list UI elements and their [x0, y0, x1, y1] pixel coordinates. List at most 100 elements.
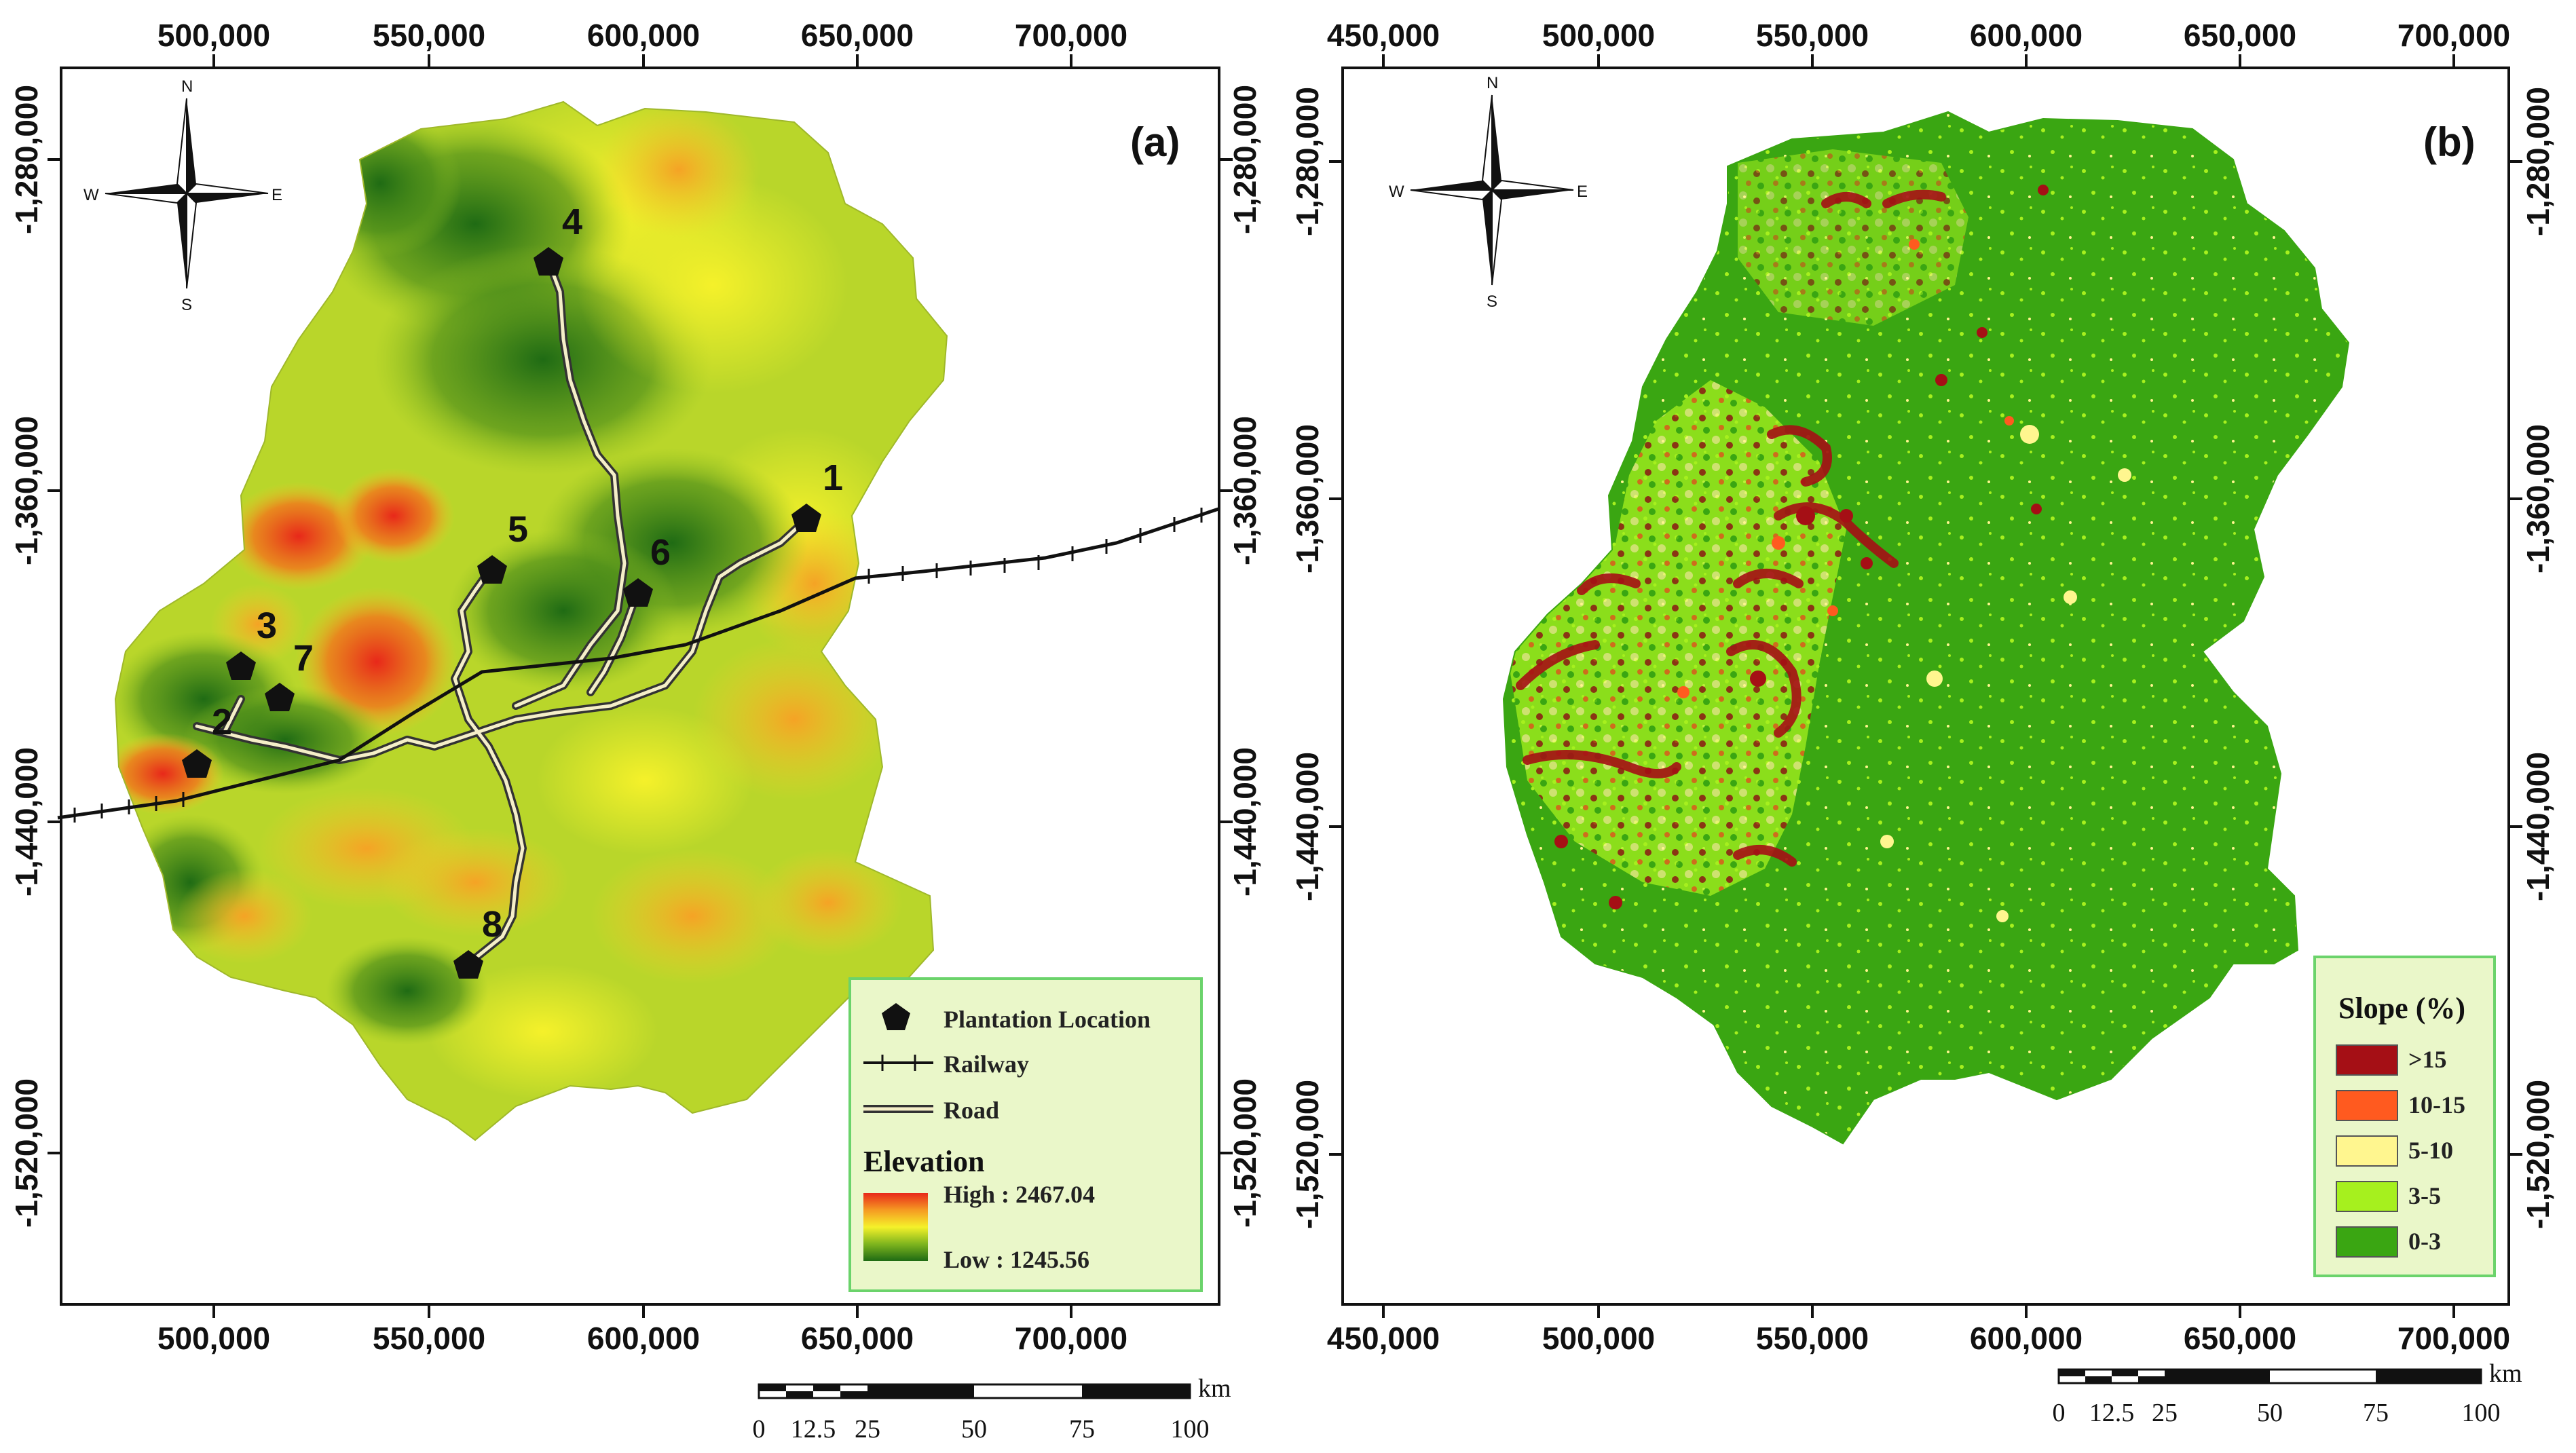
slope-class-label: 3-5	[2408, 1182, 2441, 1209]
scale-label: 75	[2363, 1399, 2389, 1427]
y-ticks-right-a: -1,280,000 -1,360,000 -1,440,000 -1,520,…	[1227, 85, 1263, 1228]
x-tick: 500,000	[157, 18, 270, 53]
compass-e: E	[272, 186, 282, 204]
x-tick: 550,000	[373, 1321, 485, 1356]
x-tick: 500,000	[1542, 1321, 1655, 1356]
compass-s: S	[1487, 293, 1497, 311]
scale-label: 25	[855, 1415, 880, 1443]
y-tick: -1,280,000	[9, 85, 44, 234]
slope-class-label: 0-3	[2408, 1228, 2441, 1255]
north-arrow-icon: N S E W	[1389, 74, 1588, 311]
scale-bar-a: km 0 12.5 25 50 75 100	[753, 1374, 1231, 1443]
legend-b: Slope (%) >15 10-15 5-10 3-5 0-3	[2313, 956, 2496, 1277]
legend-railway: Railway	[944, 1051, 1029, 1078]
y-tick: -1,440,000	[1227, 747, 1263, 897]
y-tick: -1,280,000	[1227, 85, 1263, 234]
plantation-location-icon	[882, 1003, 910, 1030]
y-tick: -1,520,000	[1290, 1080, 1325, 1229]
scale-label: 50	[2257, 1399, 2283, 1427]
x-tick: 550,000	[1756, 1321, 1869, 1356]
y-tick: -1,440,000	[1290, 752, 1325, 901]
y-ticks-left-b: -1,280,000 -1,360,000 -1,440,000 -1,520,…	[1290, 87, 1325, 1229]
x-tick: 500,000	[1542, 18, 1655, 53]
panel-b: 450,000 500,000 550,000 600,000 650,000 …	[1290, 18, 2556, 1427]
y-tick: -1,520,000	[9, 1078, 44, 1228]
x-tick: 500,000	[157, 1321, 270, 1356]
x-tick: 600,000	[1970, 18, 2083, 53]
road-network	[193, 257, 810, 968]
slope-class-swatch	[2336, 1090, 2398, 1121]
x-ticks-top-a: 500,000 550,000 600,000 650,000 700,000	[157, 18, 1127, 53]
y-tick: -1,360,000	[1290, 424, 1325, 573]
scale-label: 12.5	[2089, 1399, 2135, 1427]
y-tick: -1,520,000	[2520, 1080, 2556, 1229]
compass-e: E	[1577, 183, 1588, 201]
x-ticks-top-b: 450,000 500,000 550,000 600,000 650,000 …	[1327, 18, 2510, 53]
x-tick: 700,000	[1015, 18, 1127, 53]
slope-class-swatch	[2336, 1181, 2398, 1212]
compass-s: S	[181, 296, 192, 314]
slope-class-label: 5-10	[2408, 1137, 2453, 1164]
railway-symbol-icon	[863, 1055, 933, 1071]
y-tick: -1,360,000	[9, 416, 44, 565]
map-frame-b	[1341, 67, 2510, 1306]
plantation-marker	[534, 247, 563, 276]
x-tick: 450,000	[1327, 1321, 1440, 1356]
x-tick: 700,000	[1015, 1321, 1127, 1356]
x-tick: 600,000	[587, 1321, 700, 1356]
point-label-2: 2	[212, 702, 232, 742]
slope-class-swatch	[2336, 1044, 2398, 1076]
scale-label: 12.5	[791, 1415, 836, 1443]
scale-label: 75	[1069, 1415, 1095, 1443]
elevation-color-ramp	[863, 1193, 928, 1261]
x-tick: 550,000	[1756, 18, 1869, 53]
compass-w: W	[83, 186, 99, 204]
railway-line	[57, 507, 1219, 823]
legend-slope-title: Slope (%)	[2338, 992, 2465, 1025]
y-ticks-left-a: -1,280,000 -1,360,000 -1,440,000 -1,520,…	[9, 85, 44, 1228]
x-tick: 700,000	[2397, 18, 2510, 53]
y-tick: -1,440,000	[9, 747, 44, 897]
scale-label: 100	[1171, 1415, 1210, 1443]
y-tick: -1,360,000	[1227, 416, 1263, 565]
x-ticks-bottom-b: 450,000 500,000 550,000 600,000 650,000 …	[1327, 1321, 2510, 1356]
compass-w: W	[1389, 183, 1404, 201]
scale-label: 0	[753, 1415, 766, 1443]
x-tick: 650,000	[2184, 1321, 2296, 1356]
elevation-raster	[115, 102, 947, 1140]
slope-class-swatch	[2336, 1226, 2398, 1258]
x-ticks-bottom-a: 500,000 550,000 600,000 650,000 700,000	[157, 1321, 1127, 1356]
compass-n: N	[1487, 74, 1498, 92]
scale-label: 0	[2053, 1399, 2066, 1427]
plantation-marker	[226, 652, 256, 680]
point-label-6: 6	[650, 532, 671, 573]
x-tick: 650,000	[801, 1321, 914, 1356]
scale-unit: km	[1198, 1374, 1231, 1403]
legend-road: Road	[944, 1097, 999, 1124]
plantation-marker	[791, 504, 821, 532]
plantation-marker	[477, 555, 507, 584]
y-tick: -1,520,000	[1227, 1078, 1263, 1228]
y-tick: -1,360,000	[2520, 424, 2556, 573]
y-tick: -1,280,000	[2520, 87, 2556, 236]
slope-class-label: 10-15	[2408, 1091, 2465, 1118]
legend-plantation: Plantation Location	[944, 1006, 1151, 1033]
north-arrow-icon: N S E W	[83, 77, 282, 314]
point-label-3: 3	[257, 605, 277, 646]
scale-label: 25	[2152, 1399, 2178, 1427]
point-label-5: 5	[508, 509, 528, 550]
panel-label-b: (b)	[2423, 119, 2476, 165]
legend-a: Plantation Location Railway Road Elevati…	[848, 977, 1203, 1292]
x-tick: 550,000	[373, 18, 485, 53]
plantation-labels: 1 2 3 4 5 6 7 8	[212, 202, 843, 945]
scale-label: 50	[961, 1415, 987, 1443]
plantation-marker	[623, 578, 653, 607]
y-tick: -1,440,000	[2520, 752, 2556, 901]
scale-label: 100	[2462, 1399, 2501, 1427]
point-label-1: 1	[823, 457, 843, 498]
plantation-marker	[182, 749, 212, 778]
panel-label-a: (a)	[1130, 119, 1180, 165]
slope-class-swatch	[2336, 1135, 2398, 1167]
y-tick: -1,280,000	[1290, 87, 1325, 236]
point-label-4: 4	[562, 202, 582, 242]
